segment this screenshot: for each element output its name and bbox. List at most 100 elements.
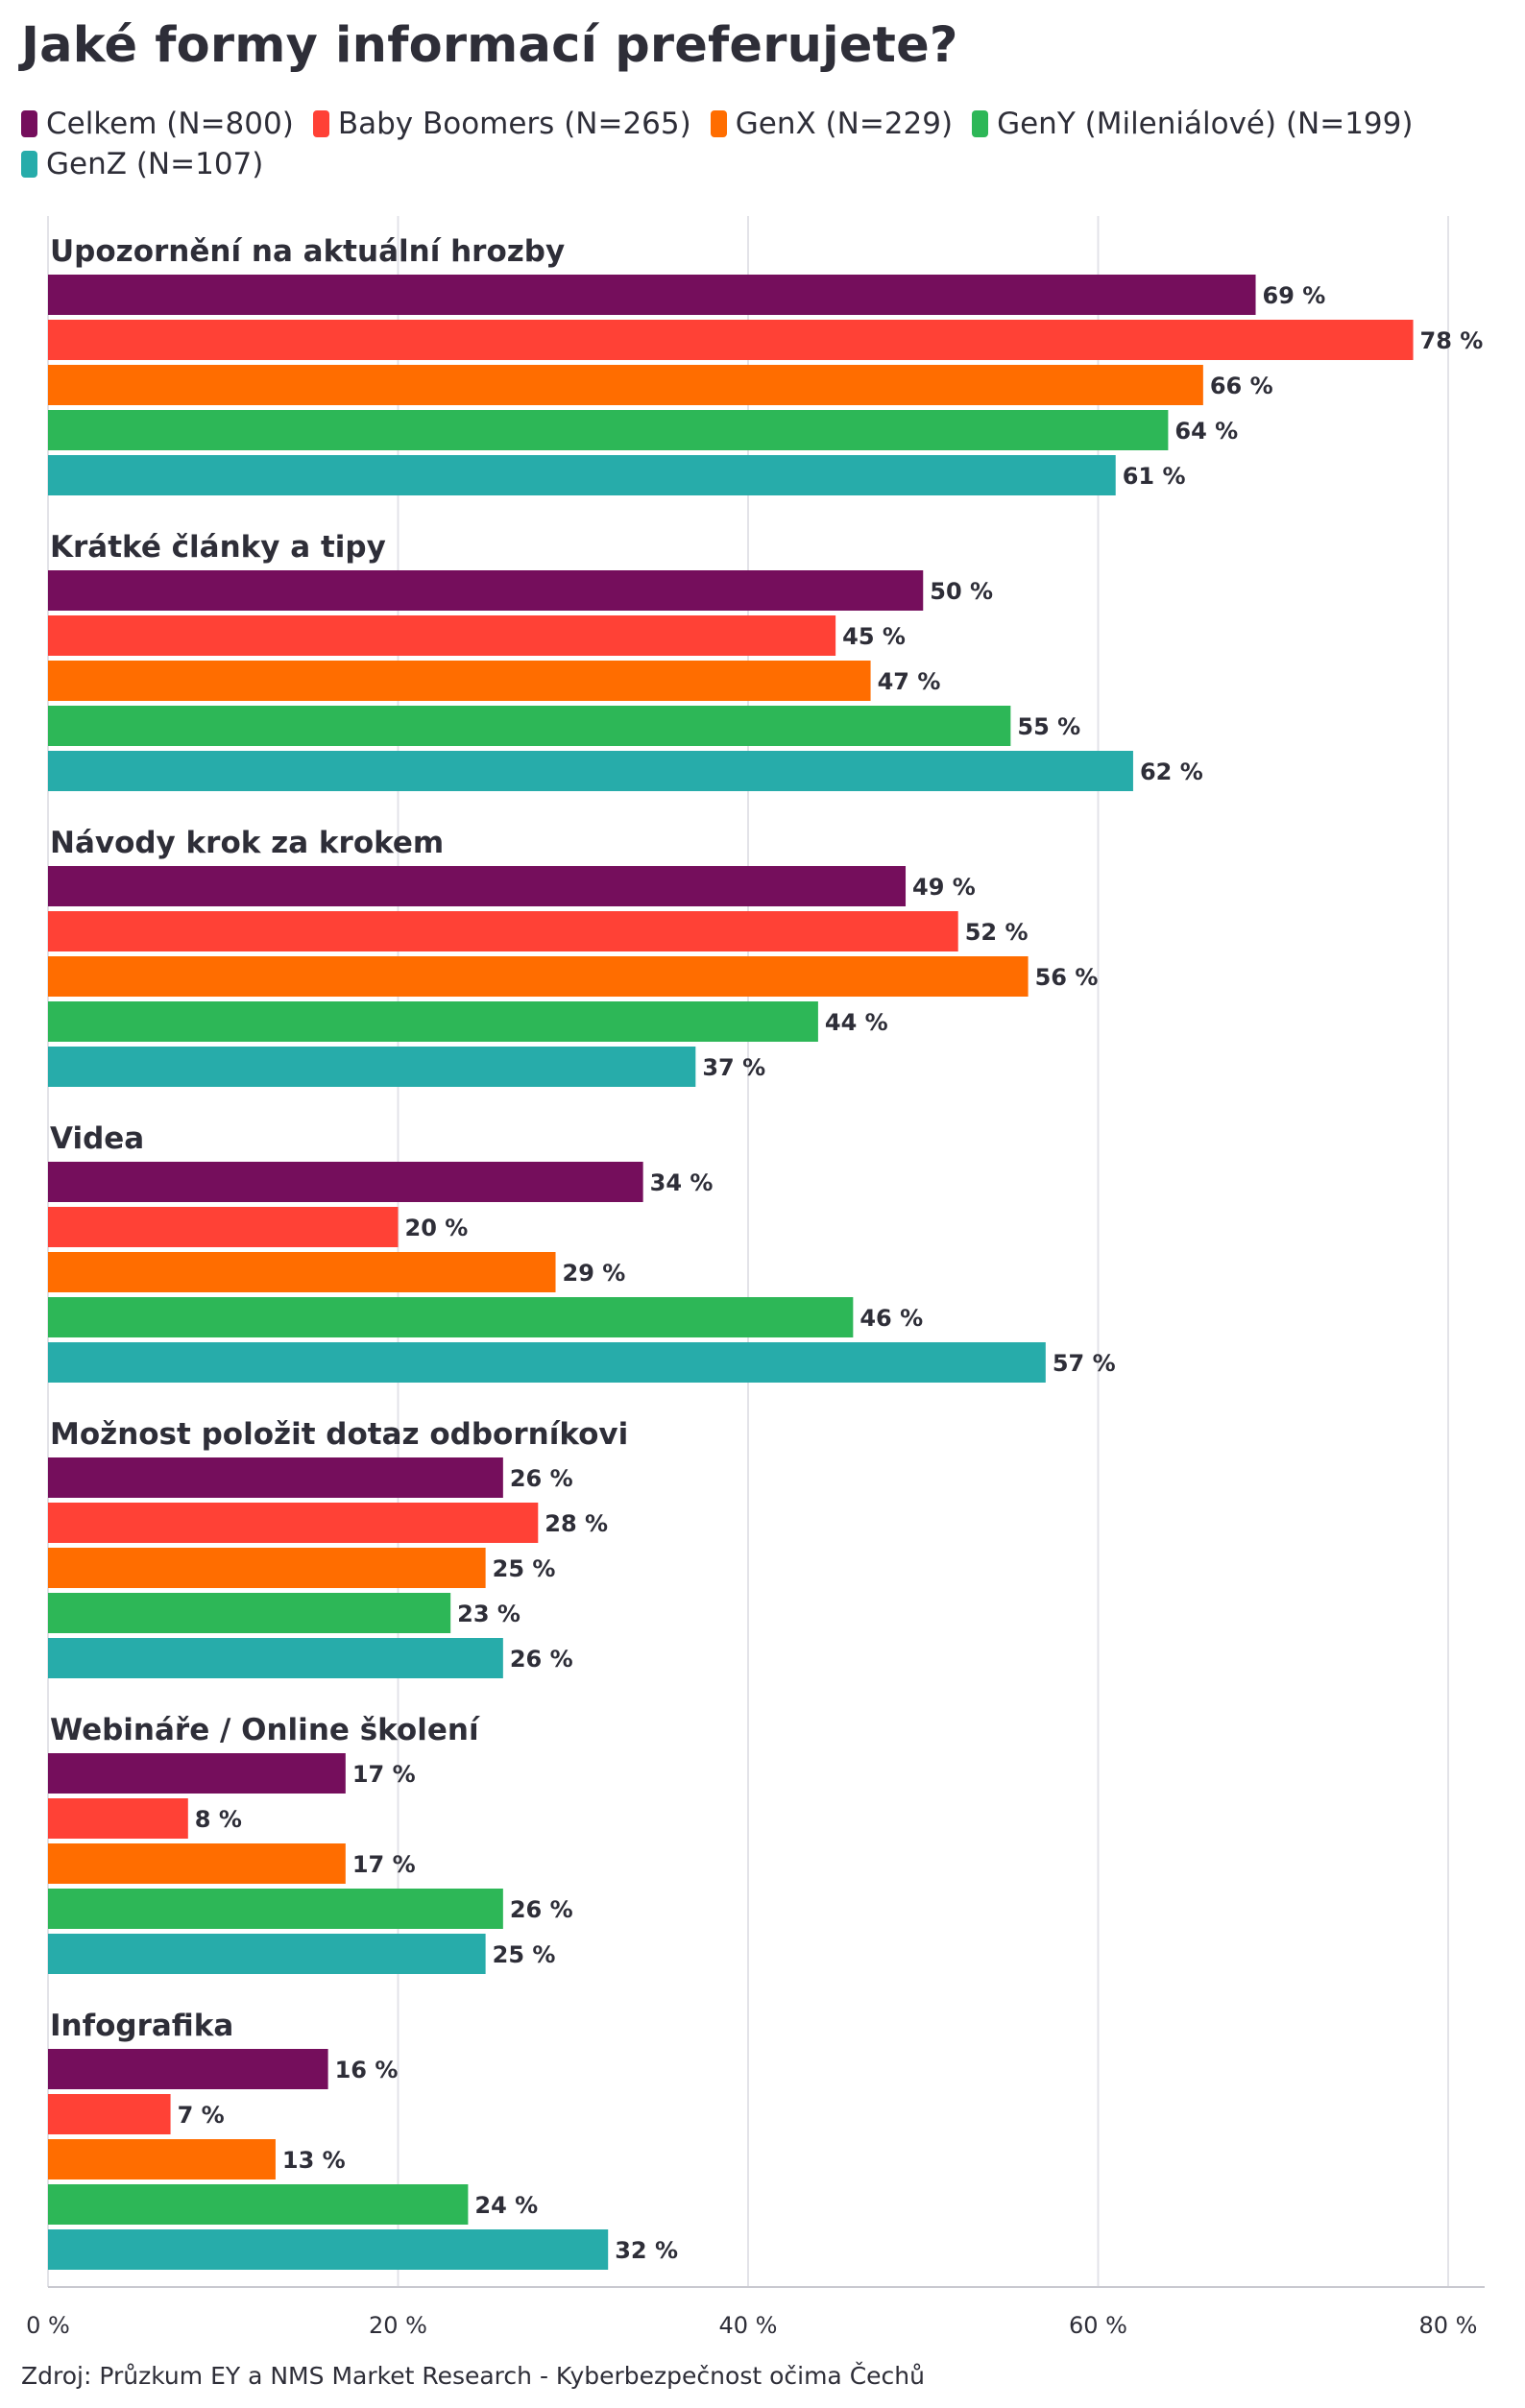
data-label: 7 % [178, 2102, 225, 2129]
legend-item: GenX (N=229) [710, 104, 954, 144]
bar [48, 1162, 643, 1202]
legend-item: GenY (Mileniálové) (N=199) [972, 104, 1413, 144]
legend-swatch [710, 110, 727, 137]
data-label: 44 % [825, 1009, 888, 1036]
data-label: 28 % [545, 1510, 608, 1537]
legend-swatch [21, 151, 37, 178]
bar [48, 1503, 539, 1543]
x-tick-label: 40 % [719, 2312, 778, 2339]
data-label: 52 % [965, 919, 1029, 946]
bar [48, 1457, 503, 1498]
category-label: Videa [50, 1121, 144, 1156]
category-label: Infografika [50, 2009, 233, 2043]
legend-swatch [312, 110, 329, 137]
legend-label: GenX (N=229) [735, 107, 954, 141]
bar [48, 320, 1414, 360]
data-label: 34 % [650, 1169, 714, 1196]
legend-item: Celkem (N=800) [21, 104, 294, 144]
data-label: 16 % [335, 2057, 399, 2083]
category-label: Upozornění na aktuální hrozby [50, 234, 565, 269]
bar [48, 570, 924, 611]
data-label: 45 % [842, 623, 906, 650]
bar [48, 751, 1133, 791]
bar [48, 1843, 346, 1884]
bar [48, 706, 1011, 746]
x-tick-label: 80 % [1419, 2312, 1478, 2339]
bar [48, 1207, 399, 1247]
bar [48, 615, 836, 656]
data-label: 64 % [1174, 418, 1238, 445]
data-label: 13 % [282, 2147, 346, 2174]
data-label: 8 % [195, 1806, 242, 1833]
legend-swatch [21, 110, 37, 137]
data-label: 26 % [510, 1646, 573, 1673]
bar [48, 1297, 854, 1337]
category-label: Možnost položit dotaz odborníkovi [50, 1417, 628, 1452]
data-label: 49 % [912, 874, 976, 901]
bar [48, 911, 958, 951]
bar [48, 1001, 818, 1042]
legend-label: GenY (Mileniálové) (N=199) [997, 107, 1414, 141]
bar [48, 2049, 328, 2089]
data-label: 20 % [405, 1215, 469, 1241]
data-label: 69 % [1263, 282, 1326, 309]
data-label: 25 % [493, 1941, 556, 1968]
bar [48, 1342, 1046, 1383]
bar [48, 1548, 486, 1588]
bar [48, 1638, 503, 1678]
bar [48, 1798, 188, 1839]
bar [48, 2094, 171, 2134]
data-label: 56 % [1035, 964, 1099, 991]
data-label: 57 % [1053, 1350, 1116, 1377]
data-label: 37 % [702, 1054, 765, 1081]
category-label: Návody krok za krokem [50, 826, 444, 860]
bar [48, 1593, 451, 1633]
legend-item: GenZ (N=107) [21, 144, 263, 184]
bar [48, 455, 1116, 495]
data-label: 23 % [457, 1601, 520, 1627]
data-label: 46 % [859, 1305, 923, 1332]
bar [48, 1252, 556, 1292]
data-label: 47 % [878, 668, 941, 695]
bar [48, 410, 1169, 450]
bar [48, 866, 907, 906]
bar [48, 1889, 503, 1929]
data-label: 26 % [510, 1896, 573, 1923]
legend: Celkem (N=800) Baby Boomers (N=265) GenX (… [21, 104, 1462, 184]
bar [48, 1753, 346, 1794]
bar [48, 956, 1029, 997]
data-label: 17 % [352, 1851, 416, 1878]
source-note: Zdroj: Průzkum EY a NMS Market Research … [21, 2362, 925, 2390]
category-label: Webináře / Online školení [50, 1713, 480, 1747]
data-label: 26 % [510, 1465, 573, 1492]
bar [48, 2229, 609, 2270]
data-label: 29 % [563, 1260, 626, 1287]
bar [48, 1047, 696, 1087]
data-label: 32 % [615, 2237, 678, 2264]
bar [48, 1934, 486, 1974]
legend-item: Baby Boomers (N=265) [312, 104, 691, 144]
data-label: 24 % [474, 2192, 538, 2219]
data-label: 50 % [930, 578, 993, 605]
bar [48, 2184, 469, 2225]
x-tick-label: 60 % [1069, 2312, 1127, 2339]
data-label: 62 % [1140, 759, 1203, 785]
bar [48, 275, 1256, 315]
data-label: 66 % [1210, 373, 1273, 399]
data-label: 25 % [493, 1555, 556, 1582]
legend-label: GenZ (N=107) [46, 147, 264, 181]
data-label: 78 % [1420, 327, 1484, 354]
legend-label: Baby Boomers (N=265) [337, 107, 691, 141]
legend-swatch [972, 110, 989, 137]
bar [48, 661, 871, 701]
bar [48, 2139, 276, 2179]
bar [48, 365, 1203, 405]
data-label: 61 % [1123, 463, 1186, 490]
data-label: 55 % [1017, 713, 1080, 740]
category-label: Krátké články a tipy [50, 530, 386, 565]
legend-label: Celkem (N=800) [46, 107, 294, 141]
chart-title: Jaké formy informací preferujete? [21, 17, 958, 74]
data-label: 17 % [352, 1761, 416, 1788]
x-tick-label: 20 % [369, 2312, 427, 2339]
